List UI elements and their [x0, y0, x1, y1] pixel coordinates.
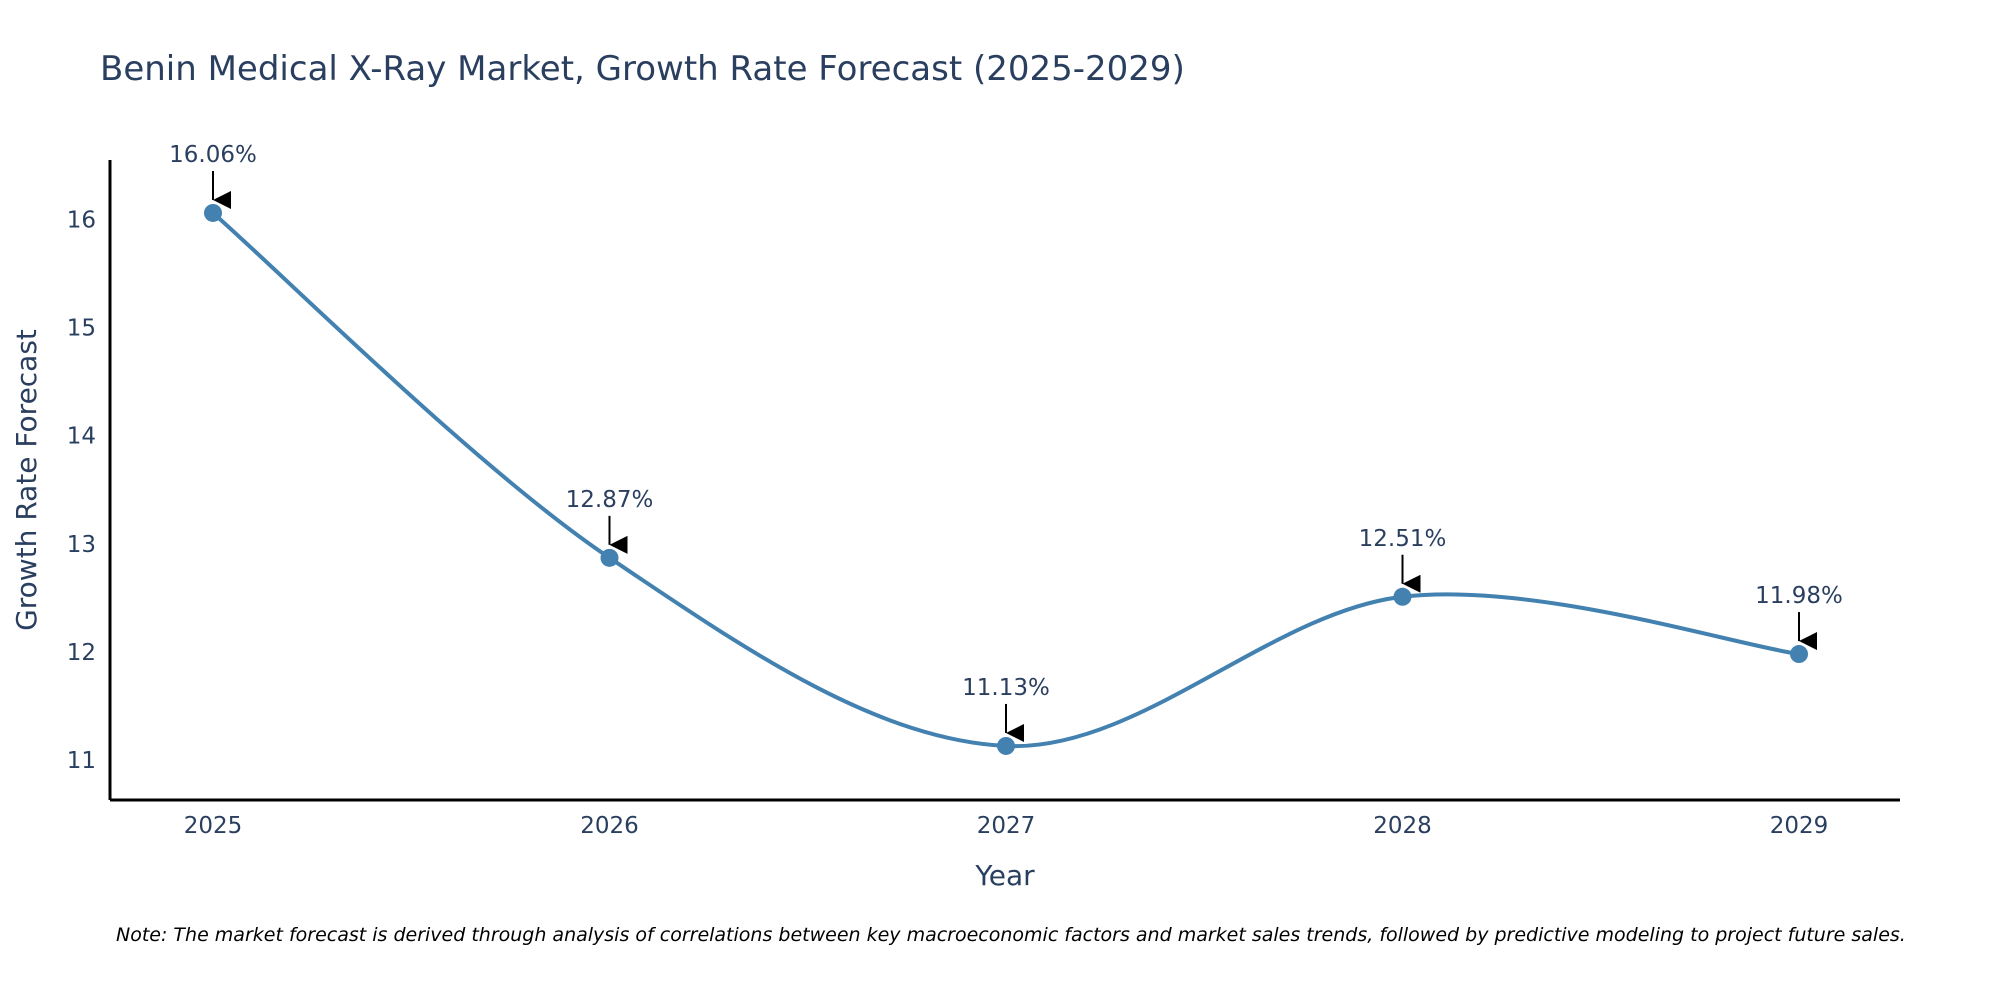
data-points	[204, 203, 1808, 755]
data-label: 12.87%	[566, 487, 654, 513]
y-tick-label: 16	[67, 207, 96, 233]
x-tick-label: 2027	[977, 813, 1036, 839]
y-tick-label: 12	[67, 640, 96, 666]
y-tick-label: 14	[67, 424, 96, 450]
x-axis-title: Year	[974, 859, 1035, 892]
x-tick-label: 2028	[1373, 813, 1432, 839]
y-axis-title: Growth Rate Forecast	[10, 329, 43, 631]
y-tick-label: 13	[67, 532, 96, 558]
data-labels: 16.06% 12.87% 11.13% 12.51% 11.98%	[169, 142, 1843, 742]
data-label: 16.06%	[169, 142, 257, 168]
data-label: 11.13%	[962, 675, 1050, 701]
chart-title: Benin Medical X-Ray Market, Growth Rate …	[100, 49, 1185, 89]
data-point-marker	[600, 548, 619, 567]
footnote-note: Note: The market forecast is derived thr…	[116, 924, 1906, 946]
y-tick-label: 11	[67, 748, 96, 774]
y-axis-ticks: 11 12 13 14 15 16	[67, 207, 96, 774]
x-tick-label: 2029	[1770, 813, 1829, 839]
data-point-marker	[1790, 645, 1808, 664]
data-label: 11.98%	[1755, 583, 1843, 609]
x-axis-ticks: 2025 2026 2027 2028 2029	[184, 813, 1829, 839]
growth-rate-series-line	[211, 211, 1800, 748]
data-point-marker	[1393, 587, 1412, 606]
y-tick-label: 15	[67, 316, 96, 342]
data-point-marker	[997, 736, 1015, 755]
data-label: 12.51%	[1359, 526, 1447, 552]
x-tick-label: 2025	[184, 813, 243, 839]
data-point-marker	[204, 203, 222, 222]
x-tick-label: 2026	[580, 813, 639, 839]
